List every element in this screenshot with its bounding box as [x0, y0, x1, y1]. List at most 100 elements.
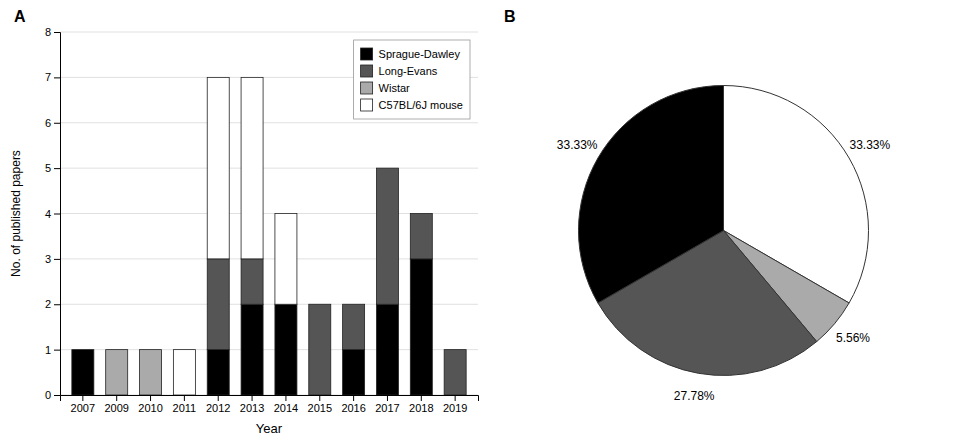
- tick-label: 2009: [104, 402, 128, 414]
- bar: [241, 259, 263, 304]
- tick-label: 2019: [443, 402, 467, 414]
- tick: 2: [45, 298, 60, 310]
- bar: [309, 304, 331, 305]
- y-axis: 012345678: [45, 26, 61, 401]
- legend: Sprague-Dawley Long-Evans Wistar C57BL/6J m…: [354, 40, 470, 119]
- tick-label: 2012: [206, 402, 230, 414]
- tick-label: 1: [45, 344, 51, 356]
- tick: 5: [45, 162, 60, 174]
- tick-mark: [54, 168, 60, 169]
- data-labels: 33.33%5.56%27.78%33.33%: [557, 138, 891, 403]
- tick-mark: [285, 395, 286, 401]
- legend-swatch: [361, 99, 373, 111]
- bar-series: [173, 77, 297, 395]
- tick-mark: [252, 395, 253, 401]
- bar: [72, 350, 94, 395]
- grid: [60, 32, 478, 395]
- legend-label: Long-Evans: [379, 65, 438, 77]
- tick-mark: [54, 259, 60, 260]
- bar: [72, 349, 94, 350]
- bar: [140, 349, 162, 350]
- tick-mark: [54, 214, 60, 215]
- bar: [140, 350, 162, 395]
- bar: [343, 350, 365, 395]
- x-axis: 2007200920102011201220132014201520162017…: [61, 395, 479, 414]
- tick-mark: [218, 395, 219, 401]
- bar: [72, 349, 94, 350]
- legend-item: Sprague-Dawley: [361, 48, 461, 60]
- grid-line: [60, 168, 478, 169]
- bar: [410, 213, 432, 214]
- legend-item: Long-Evans: [361, 65, 438, 77]
- legend-item: C57BL/6J mouse: [361, 99, 463, 111]
- tick: 4: [45, 208, 60, 220]
- tick: 3: [45, 253, 60, 265]
- tick: 2010: [138, 395, 162, 414]
- bar: [275, 304, 297, 395]
- legend-swatch: [361, 65, 373, 77]
- tick-mark: [319, 395, 320, 401]
- bar: [376, 304, 398, 395]
- tick: 2017: [375, 395, 399, 414]
- tick-label: 5: [45, 162, 51, 174]
- legend-label: Sprague-Dawley: [379, 48, 461, 60]
- bars: [72, 77, 466, 395]
- tick: 1: [45, 344, 60, 356]
- tick: 2009: [104, 395, 128, 414]
- bar-series: [106, 350, 162, 395]
- tick: 2012: [206, 395, 230, 414]
- tick-label: 2007: [71, 402, 95, 414]
- tick-label: 2011: [173, 402, 197, 414]
- bar: [173, 350, 195, 395]
- tick: 2007: [71, 395, 95, 414]
- tick-label: 2018: [409, 402, 433, 414]
- tick-label: 0: [45, 389, 51, 401]
- tick-mark: [54, 77, 60, 78]
- bar: [343, 304, 365, 305]
- tick-label: 3: [45, 253, 51, 265]
- bar: [376, 168, 398, 169]
- tick-label: 7: [45, 71, 51, 83]
- legend-item: Wistar: [361, 82, 411, 94]
- tick-mark: [353, 395, 354, 401]
- tick: 7: [45, 71, 60, 83]
- tick-mark: [54, 123, 60, 124]
- bar-panel: 0123456782007200920102011201220132014201…: [9, 26, 479, 436]
- tick-label: 2017: [375, 402, 399, 414]
- axis-line: [54, 33, 61, 396]
- bar: [444, 349, 466, 350]
- tick-mark: [421, 395, 422, 401]
- tick-mark: [150, 395, 151, 401]
- grid-line: [60, 122, 478, 123]
- tick: 2013: [240, 395, 264, 414]
- bar: [410, 213, 432, 214]
- tick-mark: [455, 395, 456, 401]
- bar: [241, 77, 263, 259]
- data-label: 33.33%: [557, 138, 598, 152]
- y-axis-title: No. of published papers: [9, 150, 23, 277]
- tick-mark: [54, 304, 60, 305]
- tick-mark: [82, 395, 83, 401]
- slices: [578, 86, 868, 376]
- bar: [207, 259, 229, 350]
- data-label: 33.33%: [849, 138, 890, 152]
- bar: [444, 349, 466, 350]
- tick-label: 8: [45, 26, 51, 38]
- bar: [343, 304, 365, 305]
- tick-label: 2013: [240, 402, 264, 414]
- tick-mark: [184, 395, 185, 401]
- bar: [410, 214, 432, 259]
- legend-swatch: [361, 48, 373, 60]
- bar: [241, 304, 263, 395]
- data-label: 27.78%: [674, 389, 715, 403]
- panel-title: A: [14, 8, 26, 25]
- bar: [106, 349, 128, 350]
- bar: [207, 77, 229, 259]
- tick-mark: [54, 395, 60, 396]
- tick: 2015: [308, 395, 332, 414]
- tick-label: 2016: [341, 402, 365, 414]
- bar: [309, 304, 331, 395]
- tick-label: 2015: [308, 402, 332, 414]
- tick: 2018: [409, 395, 433, 414]
- bar: [106, 350, 128, 395]
